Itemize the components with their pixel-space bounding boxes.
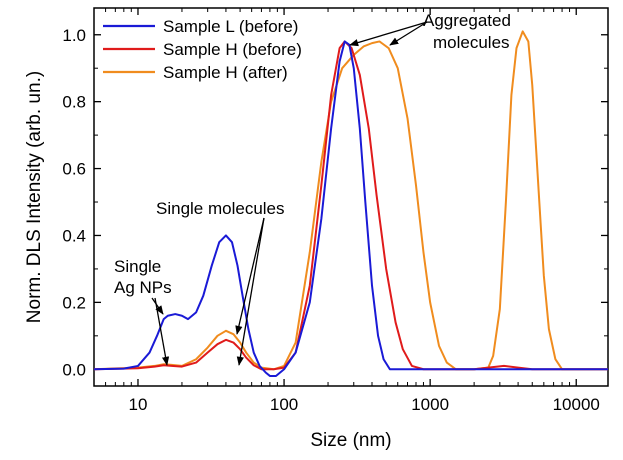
- y-axis-title: Norm. DLS Intensity (arb. un.): [24, 71, 45, 323]
- annotation-arrow: [154, 297, 170, 366]
- axes-text: 0.0 0.2 0.4 0.6 0.8 1.0 10 100 1000 10000 Size (nm…: [24, 26, 600, 451]
- plot-area: [93, 7, 609, 387]
- y-tick-label: 0.6: [62, 160, 86, 179]
- annotation-arrow: [236, 217, 265, 366]
- annotations: Single Ag NPs Single molecules Aggregated mo…: [114, 11, 511, 297]
- annotation-label: Aggregated: [423, 11, 511, 30]
- annotation-label: Single: [114, 257, 161, 276]
- y-tick-label: 0.4: [62, 226, 86, 245]
- series-line-1: [93, 40, 608, 377]
- legend: Sample L (before) Sample H (before) Sample…: [103, 17, 302, 82]
- y-tick-label: 0.2: [62, 293, 86, 312]
- annotation-arrow: [151, 297, 164, 315]
- annotation-arrow: [349, 21, 428, 47]
- x-tick-label: 10: [129, 395, 148, 414]
- annotation-label: molecules: [433, 33, 510, 52]
- x-tick-label: 10000: [553, 395, 600, 414]
- y-tick-label: 0.0: [62, 360, 86, 379]
- x-tick-label: 1000: [411, 395, 449, 414]
- annotation-label: Ag NPs: [114, 278, 172, 297]
- x-tick-label: 100: [270, 395, 298, 414]
- x-axis-title: Size (nm): [310, 430, 391, 451]
- legend-label: Sample H (before): [163, 40, 302, 59]
- plot-frame: [93, 7, 609, 387]
- annotation-label: Single molecules: [156, 199, 285, 218]
- series-line-3: [93, 30, 608, 371]
- curves: [93, 30, 608, 377]
- annotation-arrows: [151, 21, 428, 366]
- annotation-arrow: [235, 217, 265, 335]
- annotation-arrow: [389, 21, 428, 46]
- y-tick-label: 1.0: [62, 26, 86, 45]
- legend-label: Sample H (after): [163, 63, 288, 82]
- y-tick-label: 0.8: [62, 93, 86, 112]
- legend-label: Sample L (before): [163, 17, 298, 36]
